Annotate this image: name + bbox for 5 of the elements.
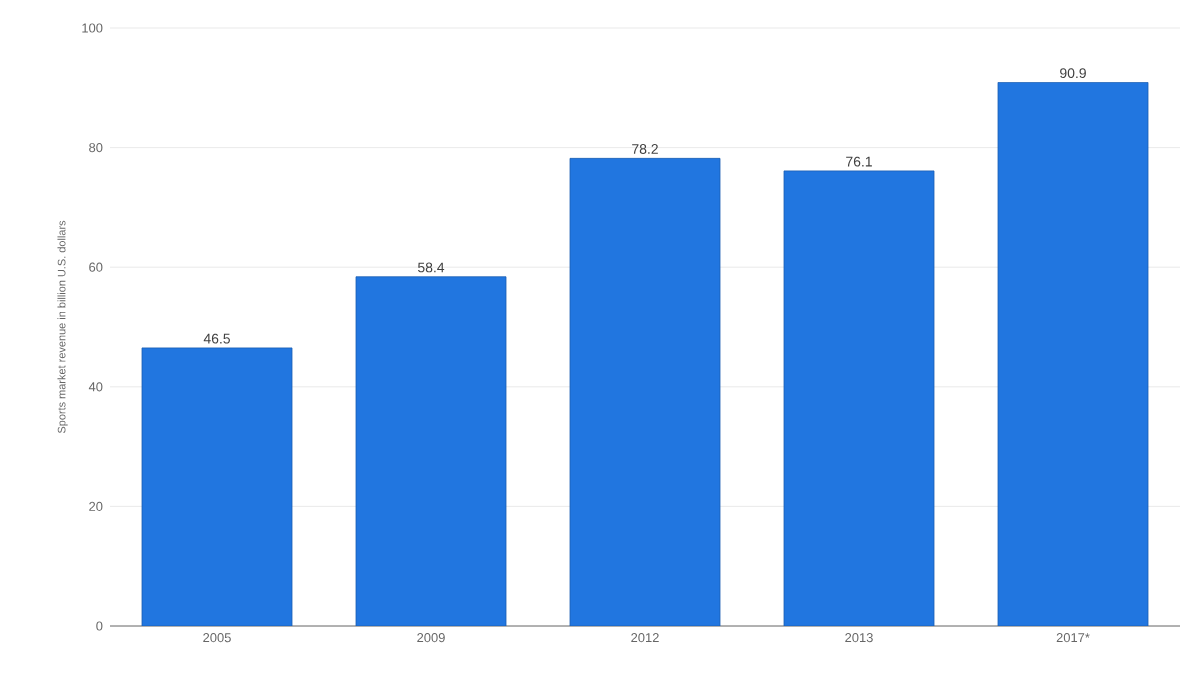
- bar: [355, 276, 507, 626]
- bar: [141, 347, 293, 626]
- bar: [997, 82, 1149, 626]
- bar: [783, 170, 935, 626]
- bar: [569, 157, 721, 626]
